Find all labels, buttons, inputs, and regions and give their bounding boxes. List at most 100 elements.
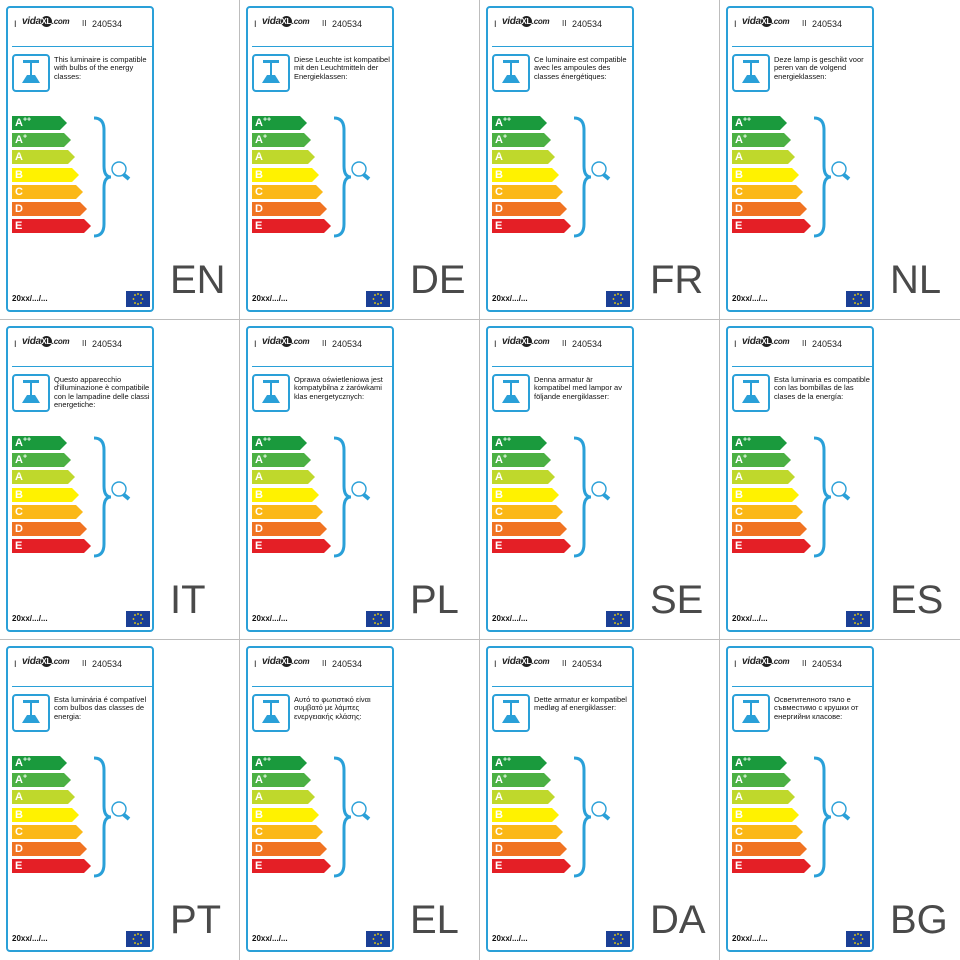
energy-label-card: I vidaXL.com II 240534 Denna armatur är … [486,326,634,632]
language-code: FR [650,258,704,302]
energy-class-bar: A+ [492,773,562,788]
energy-class-label: B [735,168,743,181]
energy-class-label: D [15,522,23,535]
header-marker: I [14,339,17,349]
energy-class-bar: B [732,167,802,182]
header-separator: II [322,659,327,668]
header-divider [732,366,872,367]
energy-class-arrow [492,201,567,216]
energy-class-label: A [495,791,503,804]
energy-class-arrow [732,116,787,130]
energy-class-bar: A [492,790,562,805]
vidaxl-logo: vidaXL.com [502,16,550,28]
energy-class-arrow [732,790,795,805]
header-divider [252,366,392,367]
energy-class-arrow [252,436,307,450]
energy-class-arrow [252,504,323,519]
energy-scale: A++ A+ A B C D E [252,756,331,876]
header-marker: I [14,19,17,29]
energy-class-arrow [252,756,307,770]
language-code: EN [170,258,226,302]
energy-class-bar: C [492,184,563,199]
energy-class-label: C [495,825,503,838]
eu-flag-icon [606,611,630,627]
energy-class-arrow [732,521,807,536]
energy-class-arrow [492,116,547,130]
energy-class-label: C [15,825,23,838]
date-field: 20xx/.../... [12,294,48,303]
energy-class-arrow [732,133,791,148]
header-marker: I [494,339,497,349]
header-separator: II [562,19,567,28]
header-separator: II [562,659,567,668]
energy-class-label: E [495,220,503,233]
energy-class-arrow [12,504,83,519]
energy-class-label: B [255,488,263,501]
energy-class-label: B [15,488,23,501]
energy-class-label: A [735,471,743,484]
energy-class-label: B [255,168,263,181]
energy-class-arrow [12,219,91,234]
ceiling-lamp-icon [492,374,530,412]
energy-class-arrow [252,453,311,468]
energy-class-label: A [255,791,263,804]
light-bulb-icon [111,161,131,181]
energy-class-arrow [732,859,811,874]
header-marker: I [254,339,257,349]
energy-class-label: A+ [735,453,748,467]
energy-class-bar: E [12,859,91,874]
energy-label-cell: I vidaXL.com II 240534 Deze lamp is gesc… [720,0,960,320]
energy-class-label: D [15,842,23,855]
curly-brace-icon [573,116,592,238]
energy-class-label: D [495,522,503,535]
energy-class-arrow [252,219,331,234]
curly-brace-icon [93,436,112,558]
header-separator: II [82,19,87,28]
label-header: I vidaXL.com II 240534 [492,16,628,32]
energy-label-cell: I vidaXL.com II 240534 Diese Leuchte ist… [240,0,480,320]
header-divider [252,46,392,47]
energy-class-arrow [252,841,327,856]
energy-class-arrow [252,807,319,822]
energy-class-arrow [12,790,75,805]
energy-class-arrow [252,133,311,148]
energy-class-bar: A+ [732,773,802,788]
energy-class-arrow [12,201,87,216]
energy-class-arrow [12,184,83,199]
energy-label-card: I vidaXL.com II 240534 Deze lamp is gesc… [726,6,874,312]
energy-class-label: A+ [495,773,508,787]
language-code: PL [410,578,459,622]
energy-class-arrow [732,453,791,468]
light-bulb-icon [591,161,611,181]
energy-class-label: C [735,825,743,838]
product-sku: 240534 [332,339,363,349]
energy-class-label: A++ [495,436,512,449]
energy-class-label: C [255,185,263,198]
ceiling-lamp-icon [252,54,290,92]
light-bulb-icon [831,161,851,181]
energy-class-label: A++ [495,756,512,769]
energy-class-bar: E [12,219,91,234]
energy-class-bar: B [12,167,82,182]
header-separator: II [322,19,327,28]
header-separator: II [82,339,87,348]
product-sku: 240534 [92,19,123,29]
energy-class-label: E [495,860,503,873]
energy-scale: A++ A+ A B C D E [732,436,811,556]
vidaxl-logo: vidaXL.com [22,16,70,28]
energy-class-label: E [255,540,263,553]
energy-class-label: B [495,488,503,501]
energy-class-bar: E [492,859,571,874]
energy-class-label: A++ [255,116,272,129]
energy-label-card: I vidaXL.com II 240534 Ce luminaire est … [486,6,634,312]
vidaxl-logo: vidaXL.com [502,336,550,348]
energy-class-arrow [492,150,555,165]
product-sku: 240534 [332,659,363,669]
label-header: I vidaXL.com II 240534 [12,656,148,672]
energy-class-label: E [255,220,263,233]
energy-class-label: A++ [255,756,272,769]
energy-class-label: A+ [495,133,508,147]
header-marker: I [494,19,497,29]
energy-class-arrow [492,773,551,788]
